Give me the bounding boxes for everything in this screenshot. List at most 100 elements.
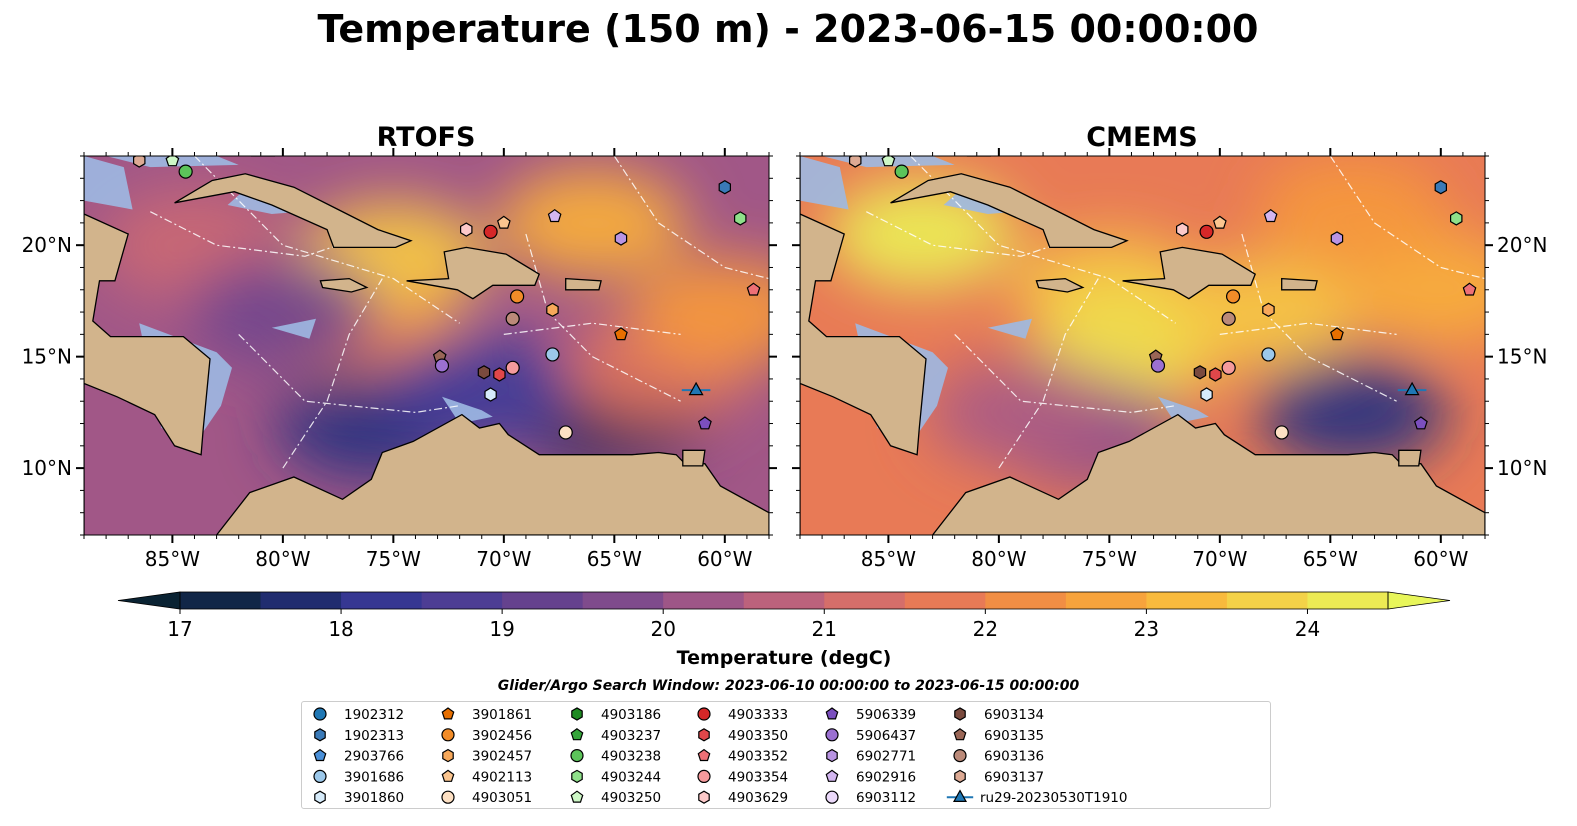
legend-item: 3902456 [441, 728, 532, 744]
y-tick-label: 15°N [22, 345, 72, 369]
land [406, 246, 541, 300]
colorbar-tick-label: 20 [650, 617, 675, 641]
legend-entries: 1902312 1902313 2903766 3901686 3901860 39018… [313, 707, 1127, 806]
y-tick-label: 10°N [1497, 456, 1547, 480]
colorbar-segment [1146, 592, 1228, 609]
shelf-area [442, 396, 493, 424]
legend-marker-pentagon [825, 769, 839, 782]
legend-item: 4903237 [570, 728, 661, 744]
platform-marker [509, 289, 525, 304]
legend-marker-circle [313, 769, 327, 784]
y-tick-label: 10°N [22, 456, 72, 480]
y-tick-label: 20°N [22, 233, 72, 257]
platform-marker [1212, 215, 1227, 229]
legend-marker-circle [825, 728, 839, 742]
colorbar-segment [904, 592, 986, 609]
platform-marker [460, 222, 473, 237]
platform-marker [688, 381, 704, 396]
map-panel-rtofs: 85°W 80°W 75°W 70°W 65°W 60°W 10°N 15°N 20°N [22, 148, 777, 571]
legend-marker-pentagon [825, 707, 839, 720]
map-area [800, 156, 1485, 535]
land [250, 156, 276, 157]
land [319, 277, 369, 293]
colorbar-tick-label: 19 [489, 617, 514, 641]
platform-marker [496, 215, 511, 229]
legend-label: 6902916 [856, 769, 916, 785]
legend-label: 6903134 [984, 707, 1044, 723]
platform-marker [1200, 387, 1213, 402]
legend-label: 4903238 [601, 749, 661, 765]
eez-boundary [954, 333, 1176, 414]
platform-marker [1261, 347, 1276, 362]
eez-boundary [282, 278, 383, 469]
legend-marker-pentagon [313, 748, 327, 762]
x-tick-label: 80°W [255, 547, 310, 571]
platform-marker [1193, 365, 1207, 380]
field-blob [925, 357, 1116, 468]
legend-label: 1902312 [344, 707, 404, 723]
land [890, 173, 1129, 249]
colorbar-tick-label: 18 [328, 617, 353, 641]
colorbar-label: Temperature (degC) [677, 647, 892, 669]
legend-label: 4903352 [728, 749, 788, 765]
x-tick-label: 85°W [145, 547, 200, 571]
colorbar-extend-high [1387, 591, 1451, 610]
legend-marker-hexagon [698, 790, 710, 804]
field-blob [629, 257, 769, 368]
legend-item: 4903244 [571, 769, 661, 785]
legend-item: 4903186 [571, 707, 661, 723]
colorbar-segment [260, 592, 342, 609]
legend-label: 1902313 [344, 728, 404, 744]
x-tick-label: 60°W [697, 547, 752, 571]
legend-marker-triangle-line [952, 789, 968, 803]
legend-label: 3901860 [344, 790, 404, 806]
platform-marker [1404, 381, 1420, 396]
legend-label: 3902457 [472, 749, 532, 765]
land [682, 449, 706, 467]
legend-item: 4903350 [698, 728, 788, 744]
colorbar-segment [1226, 592, 1308, 609]
platform-marker [1209, 367, 1222, 382]
eez-boundary [1219, 322, 1397, 335]
legend-item: 6903134 [954, 707, 1044, 723]
y-tick-label: 15°N [1497, 345, 1547, 369]
legend-marker-hexagon [314, 728, 326, 742]
platform-marker [1150, 358, 1166, 373]
panel-title-rtofs: RTOFS [377, 122, 476, 153]
x-tick-label: 65°W [587, 547, 642, 571]
legend-item: 4903250 [570, 790, 661, 806]
platform-marker [434, 358, 450, 373]
legend-marker-circle [953, 748, 967, 763]
figure-title: Temperature (150 m) - 2023-06-15 00:00:0… [317, 7, 1258, 51]
platform-marker [1330, 231, 1344, 246]
platform-marker [1221, 311, 1236, 326]
platform-marker [165, 156, 180, 167]
platform-marker [718, 180, 732, 195]
x-tick-label: 80°W [971, 547, 1026, 571]
legend-item: 4903352 [697, 749, 788, 765]
legend-label: 3902456 [472, 728, 532, 744]
legend-marker-circle [570, 748, 584, 763]
platform-marker [1225, 289, 1241, 304]
field-blob [497, 167, 688, 278]
legend-label: 4903244 [601, 769, 661, 785]
legend-label: 4903250 [601, 790, 661, 806]
land [1281, 277, 1318, 291]
land [1035, 277, 1085, 293]
platform-marker [493, 367, 506, 382]
legend-item: 1902312 [313, 707, 404, 723]
platform-marker [614, 327, 628, 341]
platform-marker [614, 231, 628, 246]
legend-item: 3901861 [441, 707, 532, 723]
x-tick-label: 85°W [861, 547, 916, 571]
legend-item: 2903766 [313, 748, 404, 765]
colorbar-tick-label: 24 [1295, 617, 1320, 641]
colorbar-segment [180, 592, 262, 609]
platform-marker [746, 282, 761, 296]
legend-item: 6902771 [826, 749, 916, 765]
platform-marker [894, 164, 909, 179]
land [215, 413, 769, 535]
legend-label: 4902113 [472, 769, 532, 785]
legend-item: 3902457 [442, 749, 532, 765]
colorbar-frame [179, 591, 1389, 610]
